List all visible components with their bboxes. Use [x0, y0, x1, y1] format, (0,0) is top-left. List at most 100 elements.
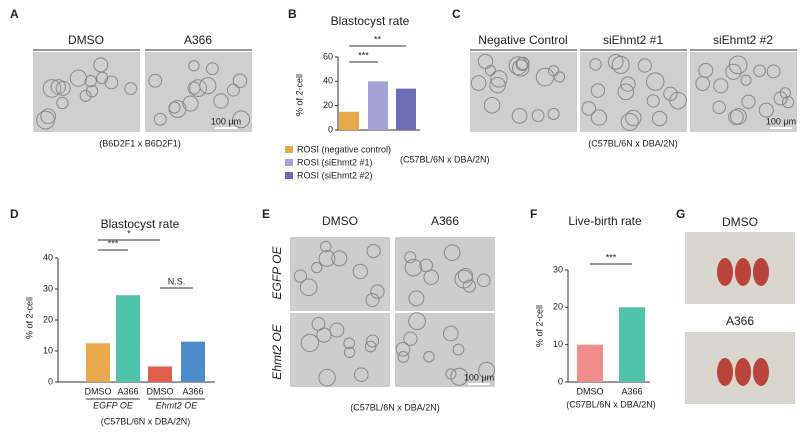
note: (C57BL/6N x DBA/2N) [350, 402, 440, 412]
embryo [753, 64, 766, 78]
embryo [617, 83, 635, 101]
embryo [85, 84, 99, 98]
y-tick-label: 0 [558, 376, 563, 386]
note: (C57BL/6N x DBA/2N) [400, 154, 490, 164]
x-tick-label: DMSO [147, 386, 174, 396]
embryo [366, 334, 380, 348]
legend-label: ROSI (siEhmt2 #1) [297, 157, 373, 167]
fetus [717, 258, 733, 286]
embryo [476, 273, 491, 288]
embryo [547, 65, 560, 77]
embryo [766, 64, 781, 79]
x-tick-label: A366 [117, 386, 138, 396]
embryo [408, 290, 425, 307]
embryo [581, 101, 597, 116]
embryo [331, 250, 348, 267]
embryo [168, 100, 187, 118]
bar [181, 341, 205, 382]
embryo [712, 100, 726, 115]
embryo [187, 81, 201, 95]
embryo [725, 63, 742, 80]
embryo [589, 58, 602, 71]
embryo [646, 72, 665, 91]
embryo [483, 96, 501, 114]
bar [577, 344, 603, 382]
bar [339, 111, 359, 130]
embryo [293, 269, 308, 283]
note: (B6D2F1 x B6D2F1) [99, 138, 181, 148]
y-tick-label: 0 [328, 124, 333, 134]
significance-label: *** [108, 238, 119, 248]
y-tick-label: 40 [323, 76, 333, 86]
embryo [343, 346, 356, 359]
y-tick-label: 30 [553, 264, 563, 274]
embryo [478, 361, 496, 379]
embryo [484, 65, 496, 77]
embryo [365, 292, 380, 308]
embryo [535, 67, 555, 87]
legend-swatch [285, 159, 293, 166]
scale-bar-label: 100 μm [464, 372, 494, 382]
embryo [404, 258, 423, 277]
embryo [508, 56, 528, 76]
embryo [329, 322, 345, 338]
embryo [470, 75, 487, 91]
x-tick-label: A366 [182, 386, 203, 396]
y-tick-label: 0 [48, 376, 53, 386]
panel-label: D [10, 207, 19, 221]
panel-label: F [530, 207, 537, 221]
embryo [713, 78, 729, 94]
embryo [56, 96, 69, 110]
embryo [445, 368, 457, 380]
embryo [620, 112, 639, 131]
embryo [625, 109, 642, 127]
significance-label: ** [374, 34, 382, 44]
static-layer: A DMSO A366 (B6D2F1 x B6D2F1) C Negative… [10, 7, 797, 412]
embryo [553, 71, 566, 83]
legend-label: ROSI (siEhmt2 #2) [297, 170, 373, 180]
embryo [450, 367, 469, 386]
embryo [206, 62, 219, 76]
bar [86, 343, 110, 382]
column-label: siEhmt2 #2 [713, 33, 773, 47]
bar [396, 88, 416, 130]
y-tick-label: 30 [43, 283, 53, 293]
embryo [354, 367, 369, 382]
embryo [728, 109, 744, 125]
fetus [753, 358, 769, 386]
bar [116, 295, 140, 382]
y-tick-label: 20 [43, 314, 53, 324]
embryo [153, 112, 167, 126]
fetus [717, 358, 733, 386]
panel-label: A [10, 7, 19, 21]
scale-bar-label: 100 μm [211, 116, 241, 126]
y-tick-label: 10 [553, 339, 563, 349]
y-axis-label: % of 2-cell [534, 305, 544, 347]
x-tick-label: DMSO [577, 386, 604, 396]
embryo [397, 351, 410, 363]
column-label: Negative Control [478, 33, 567, 47]
micrograph [290, 237, 390, 311]
embryo [590, 109, 608, 126]
embryo [511, 107, 528, 124]
embryo [620, 76, 636, 92]
bar [148, 366, 172, 382]
embryo [188, 60, 200, 72]
embryo [395, 341, 411, 357]
embryo [189, 79, 207, 97]
embryo [773, 91, 788, 106]
embryo [669, 91, 687, 110]
embryo [50, 79, 66, 95]
embryo [663, 86, 678, 101]
note: (C57BL/6N x DBA/2N) [101, 416, 191, 426]
embryo [318, 368, 336, 387]
embryo [213, 93, 229, 109]
row-label: EGFP OE [270, 246, 284, 300]
panel-label: G [676, 207, 685, 221]
x-tick-label: A366 [621, 386, 642, 396]
x-tick-label: DMSO [85, 386, 112, 396]
row-label: A366 [726, 314, 754, 328]
panel-label: B [288, 7, 297, 21]
embryo [40, 108, 57, 125]
embryo [740, 74, 752, 86]
